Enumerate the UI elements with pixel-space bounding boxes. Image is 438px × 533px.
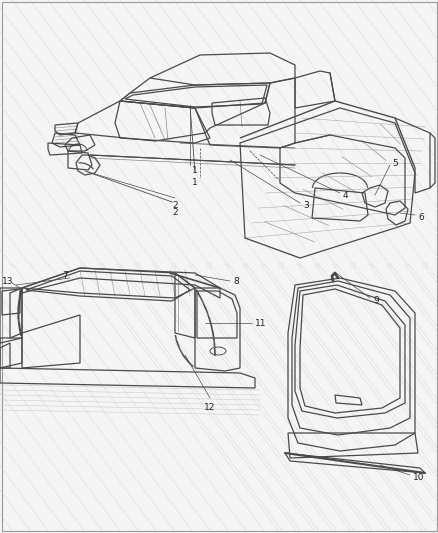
Text: 7: 7 — [62, 271, 68, 279]
Text: 2: 2 — [172, 200, 177, 209]
FancyArrowPatch shape — [18, 290, 21, 335]
Text: 2: 2 — [172, 208, 177, 217]
Text: 1: 1 — [191, 166, 197, 174]
Text: 11: 11 — [254, 319, 266, 327]
Text: 1: 1 — [192, 178, 198, 187]
Text: 6: 6 — [417, 213, 423, 222]
Text: 5: 5 — [391, 158, 397, 167]
Text: 12: 12 — [204, 403, 215, 412]
FancyArrowPatch shape — [196, 290, 215, 355]
FancyArrowPatch shape — [175, 336, 192, 366]
Text: 10: 10 — [412, 472, 424, 481]
Text: 4: 4 — [342, 190, 348, 199]
Text: 8: 8 — [233, 277, 238, 286]
FancyArrowPatch shape — [78, 163, 93, 169]
Text: 13: 13 — [2, 277, 14, 286]
Text: 3: 3 — [302, 200, 308, 209]
Text: 9: 9 — [372, 295, 378, 304]
